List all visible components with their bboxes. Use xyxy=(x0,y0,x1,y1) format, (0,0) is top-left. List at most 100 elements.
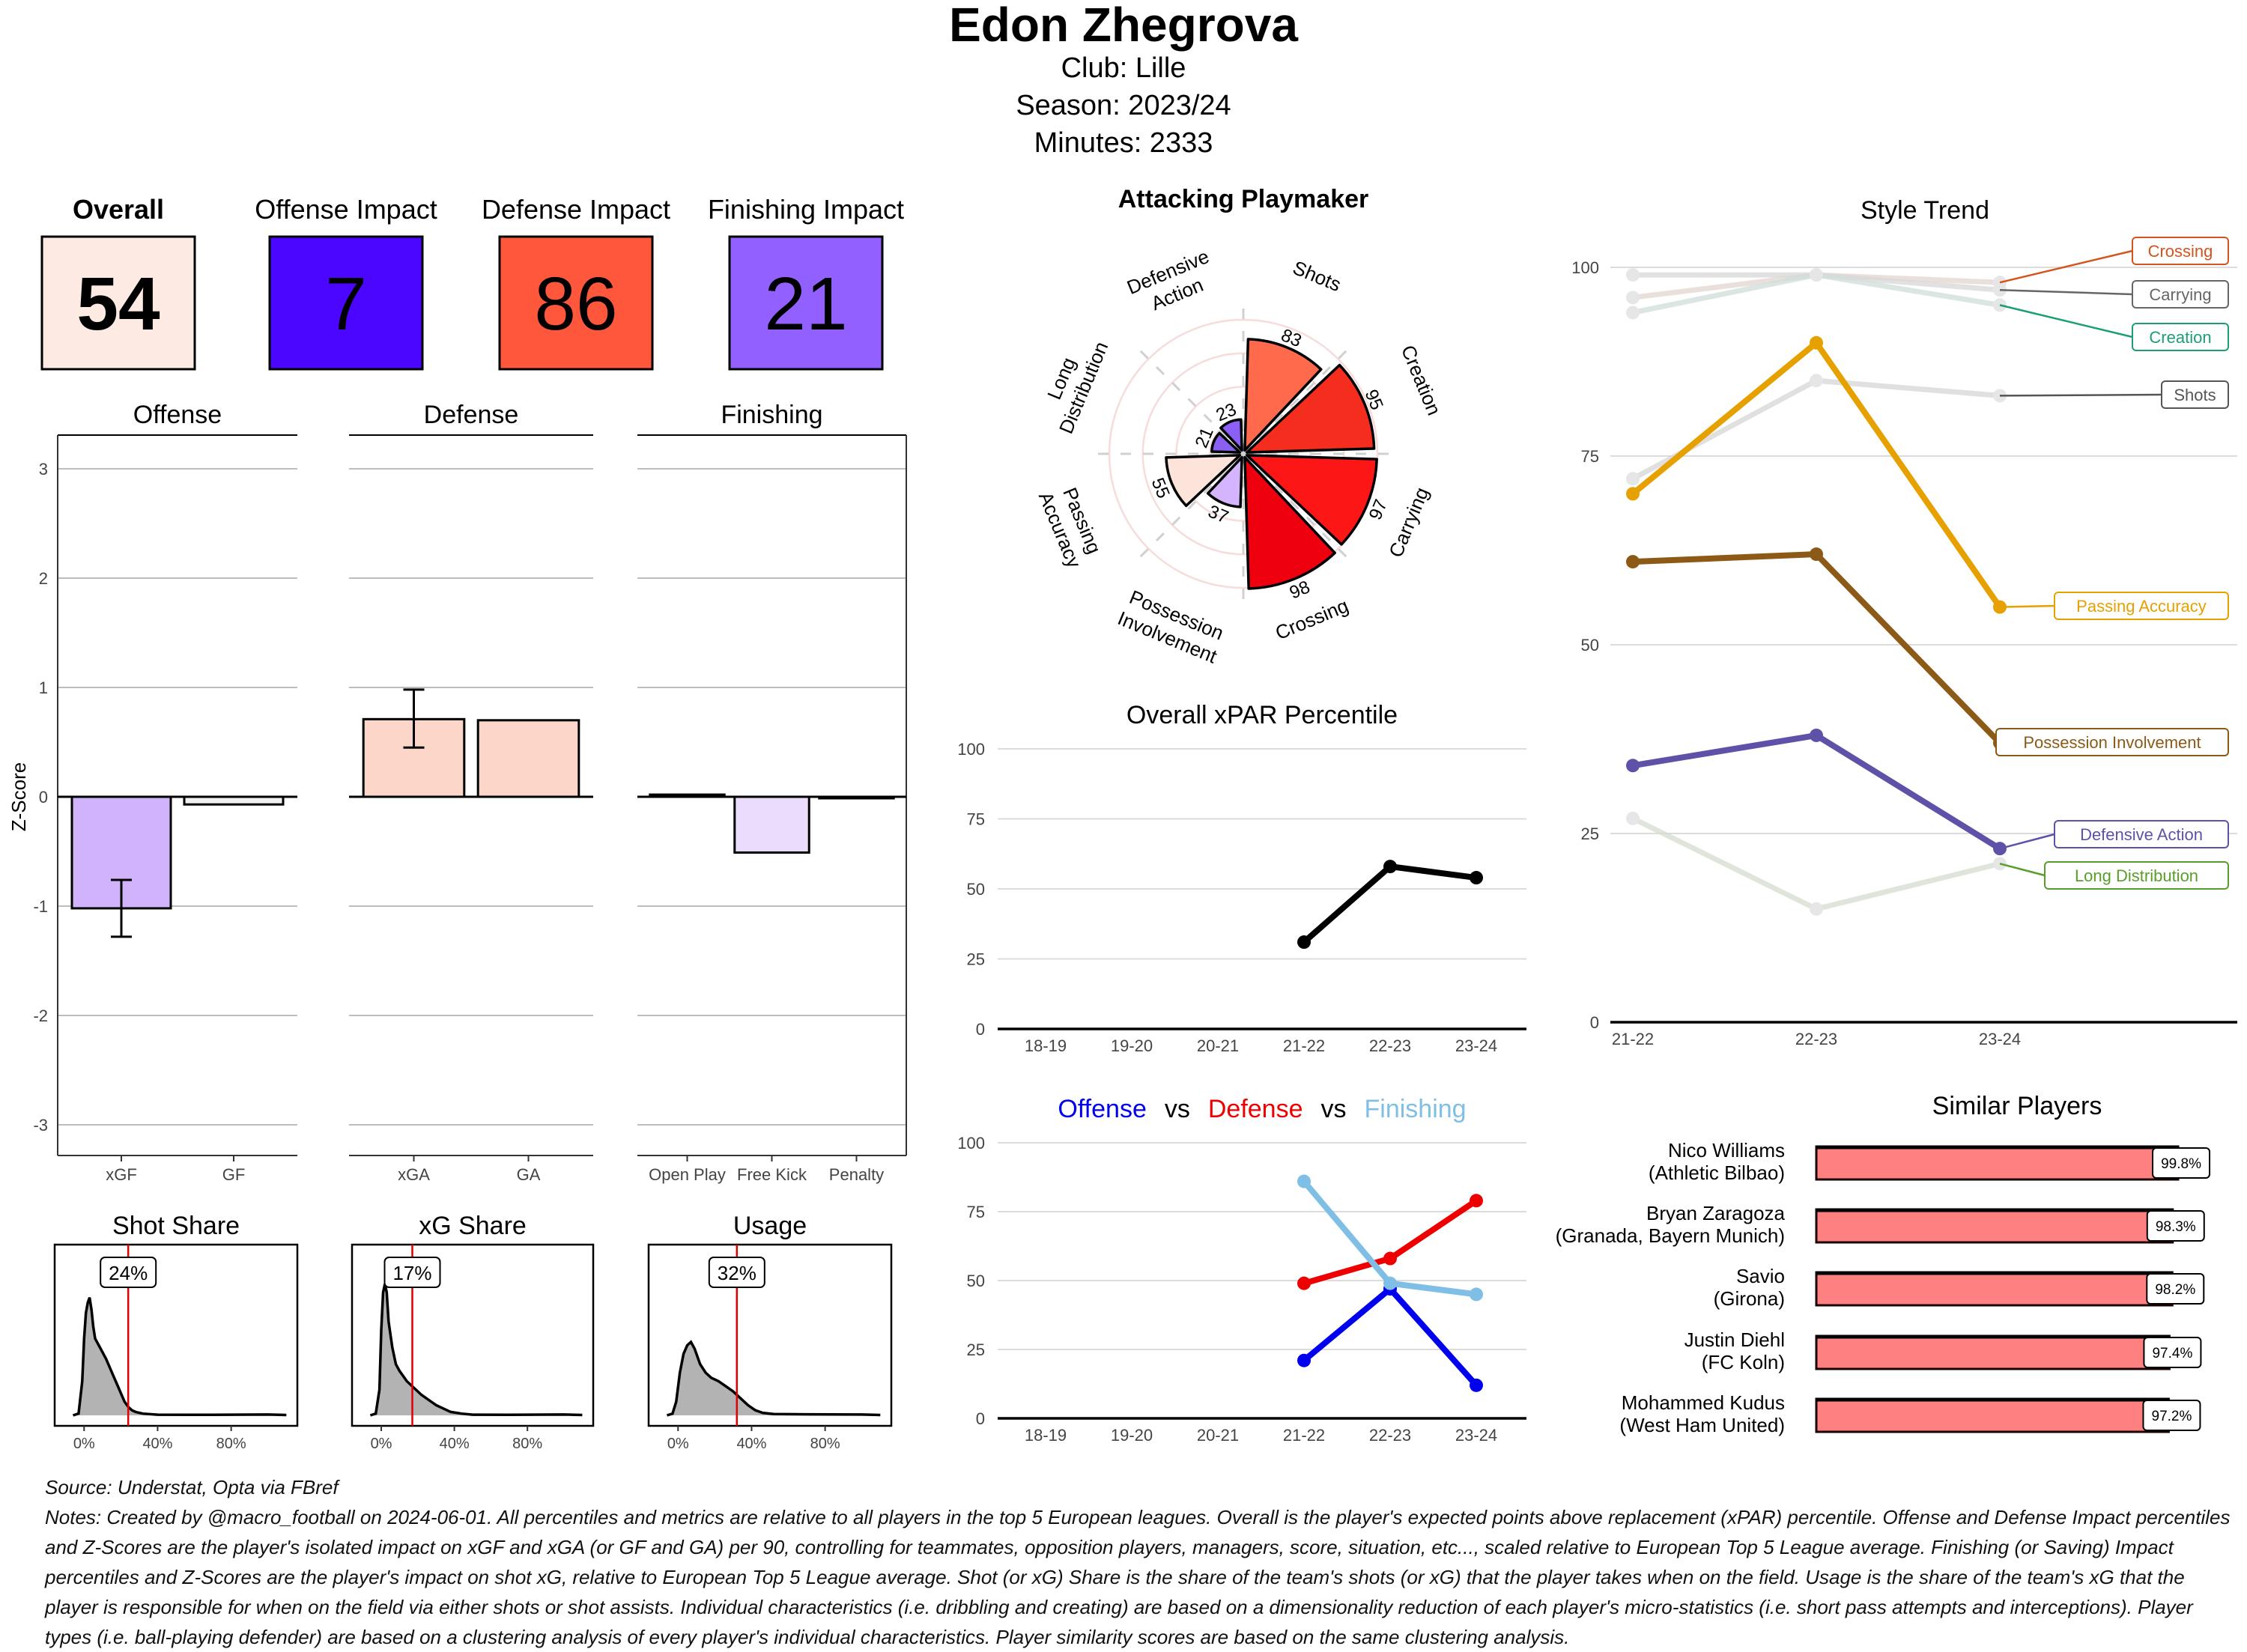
offense-defense-finishing-chart: 0 25 50 75 100 18-19 19-20 20-21 21-22 22-23 23-24… xyxy=(957,1095,1526,1445)
similar-player-club: (Granada, Bayern Munich) xyxy=(1556,1224,1785,1247)
trend-point xyxy=(1626,268,1640,282)
x-tick-label: 21-22 xyxy=(1283,1036,1325,1055)
polar-category-label: PassingAccuracy xyxy=(1034,479,1108,571)
polar-bar xyxy=(1245,454,1378,546)
label-connector xyxy=(1999,249,2133,284)
x-tick-label: 19-20 xyxy=(1111,1426,1153,1445)
label-connector xyxy=(1999,288,2133,296)
polar-bar xyxy=(1245,363,1376,454)
impact-card-label: Finishing Impact xyxy=(708,194,904,225)
series-label: Crossing xyxy=(2148,242,2213,261)
trend-point xyxy=(1810,374,1823,388)
bar-xga xyxy=(362,717,466,798)
facet-offense: Offense xGF GF xyxy=(57,401,297,1184)
series-line-overall xyxy=(1302,863,1477,945)
similar-player-name: Bryan Zaragoza xyxy=(1646,1202,1786,1224)
impact-card-label: Offense Impact xyxy=(255,194,437,225)
impact-card-box xyxy=(40,235,196,371)
similar-player-club: (Athletic Bilbao) xyxy=(1649,1161,1785,1184)
series-label-box xyxy=(2054,820,2229,848)
series-line-offense xyxy=(1302,1286,1479,1388)
density-area xyxy=(73,1297,287,1415)
trend-point xyxy=(1810,902,1823,916)
similarity-bar xyxy=(1815,1145,2180,1181)
similar-player-name: Mohammed Kudus xyxy=(1622,1391,1785,1414)
y-tick-label: 50 xyxy=(1581,636,1599,655)
series-point xyxy=(1470,1378,1483,1392)
series-point xyxy=(1470,1194,1483,1208)
series-point xyxy=(1297,1276,1311,1290)
density-panel-shot-share: Shot Share 24% 0% 40% 80% xyxy=(53,1212,299,1452)
ovd-title-defense: Defense xyxy=(1208,1095,1303,1123)
y-tick-label: -1 xyxy=(33,897,48,916)
x-tick-label: 40% xyxy=(736,1436,766,1452)
polar-bar xyxy=(1219,418,1243,452)
value-label: 32% xyxy=(718,1262,756,1284)
similarity-label-box xyxy=(2142,1400,2201,1431)
impact-card-value: 54 xyxy=(76,262,160,346)
series-label-box xyxy=(2054,592,2229,620)
similarity-label-box xyxy=(2143,1337,2202,1368)
polar-title: Attacking Playmaker xyxy=(1118,185,1369,213)
series-label: Possession Involvement xyxy=(2023,733,2201,752)
polar-spoke xyxy=(1242,344,1353,455)
x-tick-label: 0% xyxy=(371,1436,392,1452)
series-point xyxy=(1383,860,1397,874)
player-name-title: Edon Zhegrova xyxy=(949,0,1298,52)
density-curve xyxy=(666,1340,881,1417)
x-tick-label: 80% xyxy=(216,1436,246,1452)
y-tick-label: 25 xyxy=(967,1340,985,1359)
facet-title: Offense xyxy=(133,401,222,429)
y-tick-label: -2 xyxy=(33,1006,48,1025)
similar-player-club: (FC Koln) xyxy=(1702,1351,1785,1373)
impact-card-label: Defense Impact xyxy=(482,194,670,225)
facet-finishing: Finishing Open Play Free Kick Penalty xyxy=(637,401,907,1184)
value-label: 24% xyxy=(109,1262,148,1284)
trend-point xyxy=(1810,728,1823,742)
value-label-box xyxy=(708,1257,765,1288)
y-tick-label: 50 xyxy=(967,1272,985,1290)
polar-category-label: Carrying xyxy=(1384,484,1433,560)
trend-point xyxy=(1626,306,1640,320)
series-point xyxy=(1297,1174,1311,1188)
polar-category-label: Shots xyxy=(1290,256,1344,296)
polar-bar xyxy=(1243,338,1323,452)
trend-line xyxy=(1631,816,2001,912)
y-tick-label: 100 xyxy=(1571,258,1599,277)
polar-gridline xyxy=(1108,318,1379,589)
x-tick-label: 21-22 xyxy=(1283,1426,1325,1445)
source-note: Source: Understat, Opta via FBref xyxy=(45,1476,339,1498)
club-line: Club: Lille xyxy=(1061,52,1186,84)
similarity-label-box xyxy=(2152,1147,2211,1179)
polar-category-label: Creation xyxy=(1397,342,1446,419)
density-panel-frame xyxy=(351,1243,595,1427)
series-label-box xyxy=(2132,323,2229,351)
trend-point xyxy=(1626,291,1640,305)
polar-category-label: DefensiveAction xyxy=(1124,245,1222,321)
value-label-box xyxy=(100,1257,157,1288)
similarity-label: 97.2% xyxy=(2152,1409,2192,1424)
similarity-bar xyxy=(1815,1334,2171,1370)
x-tick-label: 18-19 xyxy=(1025,1426,1067,1445)
series-label: Defensive Action xyxy=(2080,825,2203,844)
x-tick-label: 40% xyxy=(142,1436,172,1452)
ovd-title-offense: Offense xyxy=(1058,1095,1146,1123)
similarity-label-box xyxy=(2146,1273,2205,1305)
x-tick-label: 19-20 xyxy=(1111,1036,1153,1055)
density-curve xyxy=(72,1297,287,1417)
y-tick-label: 75 xyxy=(1581,447,1599,466)
series-point xyxy=(1383,1276,1397,1290)
polar-bar xyxy=(1243,455,1336,590)
polar-gridline xyxy=(1175,386,1311,522)
trend-point xyxy=(1626,811,1640,825)
impact-card-box xyxy=(268,235,424,371)
series-label-box xyxy=(2132,237,2229,265)
y-tick-label: 3 xyxy=(39,460,48,479)
polar-category-label: LongDistribution xyxy=(1032,330,1112,437)
series-point xyxy=(1383,1251,1397,1266)
label-connector xyxy=(1999,863,2046,877)
x-tick-label: Penalty xyxy=(829,1165,884,1184)
y-tick-label: 25 xyxy=(967,950,985,969)
similarity-bar xyxy=(1815,1271,2174,1307)
series-label: Shots xyxy=(2174,386,2216,404)
